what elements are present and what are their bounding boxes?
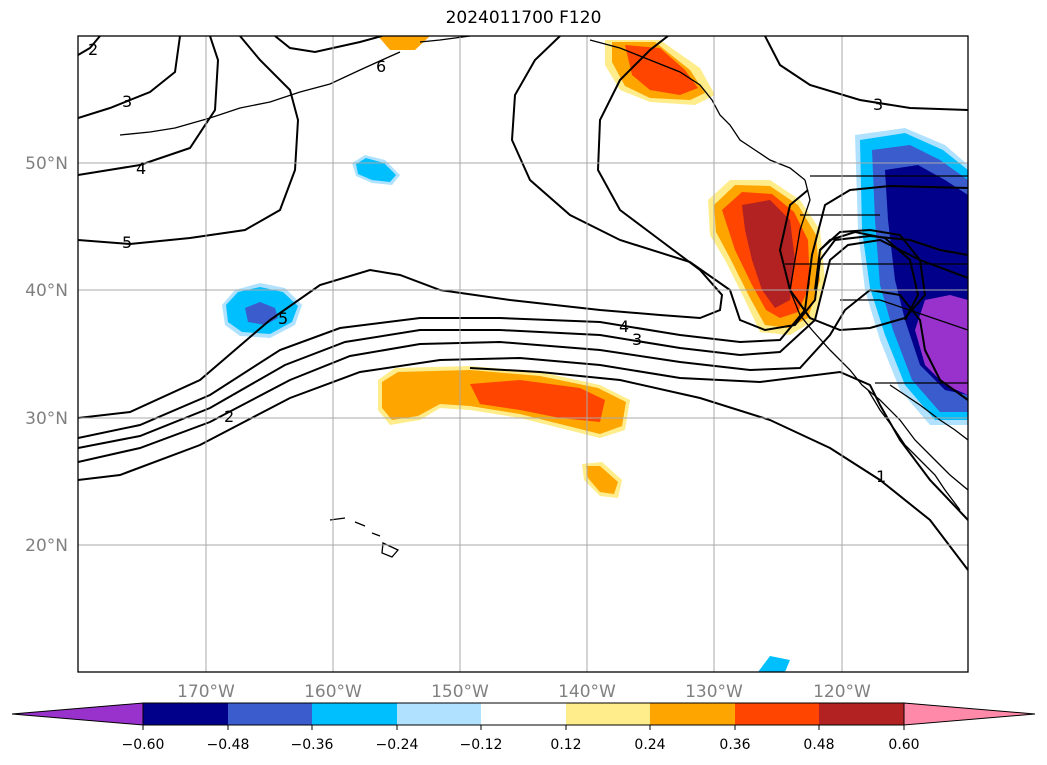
colorbar: −0.60 −0.48 −0.36 −0.24 −0.12 0.12 0.24 …: [11, 702, 1036, 753]
colorbar-tick-label: −0.48: [207, 737, 250, 753]
colorbar-tick-label: 0.48: [803, 737, 834, 753]
lon-labels: 170°W 160°W 150°W 140°W 130°W 120°W: [177, 682, 871, 702]
colorbar-segment: [397, 703, 481, 725]
colorbar-tick-label: −0.36: [291, 737, 334, 753]
shaded-anomalies: [222, 36, 968, 672]
contour-label: 4: [619, 317, 629, 336]
contour-aleut-top: [274, 36, 383, 54]
border-us-states: [785, 214, 968, 331]
colorbar-extend-high: [903, 702, 1036, 726]
lat-label: 20°N: [25, 536, 68, 556]
contour-labels: 2 3 4 5 3 4 5 4 3 2 1 6: [88, 40, 886, 486]
contour-label: 6: [376, 57, 386, 76]
colorbar-segment: [143, 703, 228, 725]
lon-label: 160°W: [304, 682, 362, 702]
colorbar-tick-label: 0.36: [719, 737, 750, 753]
contour-tl-4: [78, 36, 220, 176]
coastline-north-america: [789, 179, 968, 491]
contour-label: 2: [88, 40, 98, 59]
coastline-aleutians: [119, 51, 401, 136]
contour-band-3: [78, 238, 968, 449]
contour-lower-1: [469, 367, 968, 571]
colorbar-tick-labels: −0.60 −0.48 −0.36 −0.24 −0.12 0.12 0.24 …: [122, 737, 920, 753]
colorbar-segment: [228, 703, 312, 725]
gridlines: [78, 36, 968, 672]
map-title: 2024011700 F120: [445, 8, 602, 28]
map-panel: 2 3 4 5 3 4 5 4 3 2 1 6: [78, 36, 968, 672]
colorbar-segment: [312, 703, 397, 725]
coastline-eastern-mexico: [889, 384, 968, 441]
colorbar-tick-label: −0.24: [376, 737, 419, 753]
colorbar-segment: [650, 703, 735, 725]
contour-label: 5: [122, 233, 132, 252]
colorbar-tick-label: 0.24: [634, 737, 665, 753]
colorbar-segment: [735, 703, 819, 725]
contour-label: 2: [224, 407, 234, 426]
coastline-hawaii: [329, 517, 400, 558]
contour-label: 3: [873, 95, 883, 114]
lat-label: 30°N: [25, 409, 68, 429]
lat-labels: 20°N 30°N 40°N 50°N: [25, 154, 68, 556]
contour-band-4: [78, 184, 968, 439]
contour-label: 5: [278, 309, 288, 328]
contour-lines: [78, 36, 968, 571]
colorbar-segment: [566, 703, 650, 725]
colorbar-tick-label: −0.60: [122, 737, 165, 753]
contour-label: 1: [876, 467, 886, 486]
anomaly-bottom-cold: [758, 656, 790, 672]
colorbar-segment: [481, 703, 566, 725]
lat-label: 50°N: [25, 154, 68, 174]
contour-tl-2: [78, 36, 101, 56]
contour-band-1: [78, 356, 968, 521]
colorbar-tick-label: −0.12: [460, 737, 503, 753]
anomaly-aleutian-warm: [378, 36, 430, 50]
colorbar-tick-label: 0.12: [550, 737, 581, 753]
lon-label: 140°W: [558, 682, 616, 702]
contour-band-inner: [819, 230, 920, 321]
contour-label: 3: [632, 330, 642, 349]
colorbar-tick-label: 0.60: [888, 737, 919, 753]
lon-label: 150°W: [431, 682, 489, 702]
contour-ridge: [78, 36, 724, 419]
contour-tl-5: [78, 36, 300, 246]
contour-band-2: [78, 288, 968, 463]
lat-label: 40°N: [25, 281, 68, 301]
contour-tl-3: [78, 36, 181, 119]
colorbar-extend-low: [11, 702, 144, 726]
contour-ne-3: [764, 36, 968, 111]
lon-label: 120°W: [813, 682, 871, 702]
lon-label: 130°W: [685, 682, 743, 702]
contour-label: 3: [122, 92, 132, 111]
coastline-baja: [867, 389, 961, 511]
coastlines: [119, 36, 968, 558]
map-frame: [77, 35, 969, 673]
colorbar-tick-marks: [142, 725, 905, 730]
lon-label: 170°W: [177, 682, 235, 702]
contour-label: 4: [136, 159, 146, 178]
colorbar-segment: [819, 703, 904, 725]
